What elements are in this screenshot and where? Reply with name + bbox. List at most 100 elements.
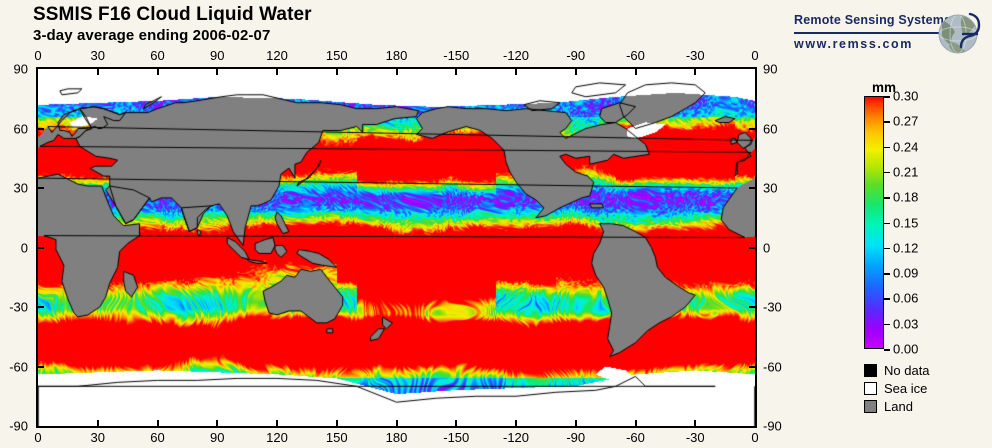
x-axis-tick-bottom-12: 0	[751, 430, 759, 445]
colorbar-tickmark	[884, 171, 890, 174]
colorbar-tickmark	[884, 121, 890, 123]
cloud-liquid-water-heatmap	[38, 69, 755, 426]
colorbar-tick-label-10: 0.00	[893, 341, 919, 357]
colorbar-tickmark	[884, 96, 890, 98]
x-axis-tickmark	[276, 69, 278, 75]
legend-label-land: Land	[884, 399, 913, 414]
y-axis-tickmark	[749, 127, 755, 130]
x-axis-tick-bottom-11: -30	[685, 430, 705, 445]
page-subtitle: 3-day average ending 2006-02-07	[33, 27, 271, 44]
legend-label-no-data: No data	[884, 363, 930, 378]
x-axis-tickmark	[515, 420, 517, 426]
y-axis-tick-right-4: -30	[763, 299, 782, 315]
x-axis-tick-bottom-9: -90	[566, 430, 586, 445]
y-axis-tick-right-0: 90	[763, 61, 778, 77]
y-axis-tick-left-1: 60	[13, 121, 28, 136]
y-axis-tick-left-0: 90	[13, 61, 28, 77]
x-axis-tick-top-9: -90	[566, 48, 586, 63]
x-axis-tickmark	[574, 420, 577, 426]
x-axis-tickmark	[335, 420, 338, 426]
y-axis-tick-left-6: -90	[9, 418, 28, 434]
map-plot-area[interactable]	[36, 67, 757, 428]
colorbar-tickmark	[884, 197, 890, 199]
x-axis-tickmark	[574, 69, 577, 75]
colorbar-tickmark	[884, 146, 890, 149]
mask-legend: No data Sea ice Land	[864, 362, 984, 416]
x-axis-tick-bottom-5: 150	[325, 430, 348, 445]
x-axis-tick-top-2: 60	[150, 48, 165, 63]
x-axis-tickmark	[694, 69, 697, 75]
colorbar-tick-label-6: 0.12	[893, 240, 919, 256]
colorbar-tickmark	[884, 349, 890, 351]
page-title: SSMIS F16 Cloud Liquid Water	[33, 4, 312, 25]
logo-divider	[794, 32, 942, 34]
globe-icon	[938, 12, 981, 54]
x-axis-tick-bottom-1: 30	[90, 430, 105, 445]
y-axis-tick-right-6: -90	[763, 418, 782, 434]
x-axis-tick-top-0: 0	[34, 48, 42, 63]
x-axis-tickmark	[455, 420, 458, 426]
x-axis-tickmark	[276, 420, 278, 426]
colorbar-tick-label-8: 0.06	[893, 290, 919, 306]
x-axis-tick-bottom-3: 90	[210, 430, 225, 445]
colorbar-gradient	[864, 96, 884, 349]
colorbar-tick-label-0: 0.30	[893, 88, 919, 104]
x-axis-tickmark	[156, 69, 159, 75]
x-axis-tick-top-3: 90	[210, 48, 225, 63]
x-axis-tick-top-12: 0	[751, 48, 759, 63]
x-axis-tickmark	[216, 420, 219, 426]
logo-website-url: www.remss.com	[794, 37, 913, 51]
y-axis-tickmark	[38, 365, 44, 368]
x-axis-tick-bottom-8: -120	[502, 430, 530, 445]
y-axis-tickmark	[749, 187, 755, 189]
colorbar-tickmark	[884, 247, 890, 250]
x-axis-tick-top-1: 30	[90, 48, 105, 63]
y-axis-tick-right-1: 60	[763, 121, 778, 136]
x-axis-tickmark	[455, 69, 458, 75]
x-axis-tick-top-10: -60	[626, 48, 645, 63]
legend-item-no-data: No data	[864, 362, 984, 379]
x-axis-tick-top-8: -120	[502, 48, 530, 63]
x-axis-tick-top-4: 120	[266, 48, 288, 63]
legend-item-land: Land	[864, 398, 984, 415]
legend-swatch-sea-ice	[864, 382, 877, 395]
x-axis-tickmark	[634, 69, 637, 75]
colorbar-tickmark	[884, 222, 890, 224]
colorbar-tick-label-7: 0.09	[893, 265, 919, 281]
x-axis-tickmark	[395, 420, 398, 426]
legend-label-sea-ice: Sea ice	[884, 381, 928, 396]
legend-swatch-land	[864, 400, 877, 413]
y-axis-tickmark	[749, 365, 755, 368]
y-axis-tick-right-2: 30	[763, 180, 778, 196]
legend-item-sea-ice: Sea ice	[864, 380, 984, 397]
x-axis-tickmark	[96, 69, 99, 75]
x-axis-tick-bottom-0: 0	[34, 430, 42, 445]
colorbar-tick-label-1: 0.27	[893, 113, 919, 129]
x-axis-tickmark	[216, 69, 219, 75]
y-axis-tick-left-5: -60	[9, 359, 28, 374]
y-axis-tickmark	[749, 306, 755, 308]
colorbar-tick-label-9: 0.03	[893, 316, 919, 332]
y-axis-tickmark	[38, 187, 44, 189]
y-axis-tickmark	[38, 127, 44, 130]
y-axis-tick-left-3: 0	[20, 240, 28, 255]
colorbar-tick-label-3: 0.21	[893, 164, 919, 180]
remss-logo[interactable]: Remote Sensing Systems www.remss.com	[790, 10, 990, 58]
colorbar-tickmark	[884, 298, 890, 300]
x-axis-tick-top-7: -150	[443, 48, 470, 63]
y-axis-tickmark	[38, 246, 44, 249]
x-axis-tick-bottom-6: 180	[385, 430, 408, 445]
colorbar-tick-label-2: 0.24	[893, 139, 919, 155]
y-axis-tickmark	[38, 306, 44, 308]
y-axis-tick-left-4: -30	[9, 299, 28, 315]
y-axis-tick-right-3: 0	[763, 240, 771, 255]
y-axis-tick-right-5: -60	[763, 359, 782, 374]
x-axis-tickmark	[96, 420, 99, 426]
x-axis-tickmark	[395, 69, 398, 75]
logo-company-name: Remote Sensing Systems	[794, 13, 952, 27]
colorbar-tickmark	[884, 273, 890, 275]
colorbar-tick-label-5: 0.15	[893, 215, 919, 230]
x-axis-tick-bottom-4: 120	[266, 430, 288, 445]
x-axis-tick-bottom-7: -150	[443, 430, 470, 445]
